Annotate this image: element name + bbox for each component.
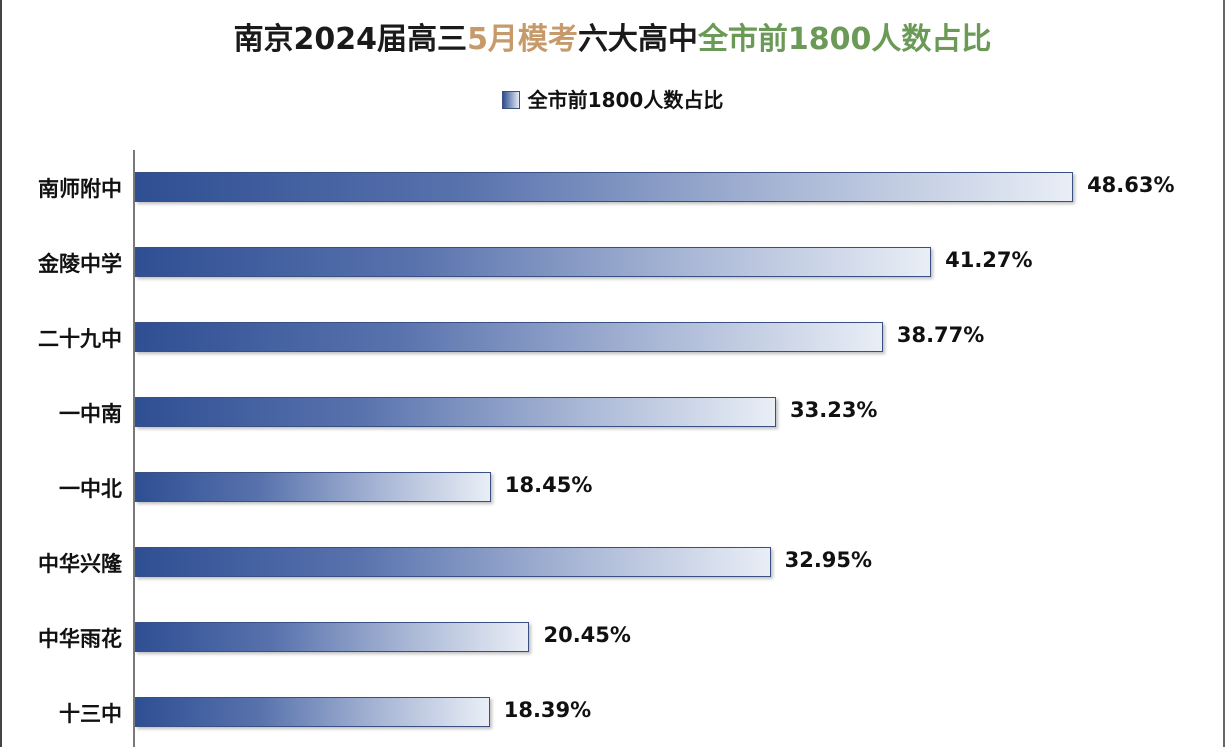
bar xyxy=(135,397,776,427)
category-label: 二十九中 xyxy=(38,327,122,351)
legend-label: 全市前1800人数占比 xyxy=(527,88,724,112)
left-frame-border xyxy=(0,0,2,747)
category-label: 中华雨花 xyxy=(38,627,122,651)
data-label: 48.63% xyxy=(1087,173,1175,197)
data-label: 41.27% xyxy=(945,248,1033,272)
category-label: 一中北 xyxy=(59,477,122,501)
title-segment-3: 六大高中 xyxy=(577,22,698,57)
category-label: 十三中 xyxy=(59,702,122,726)
chart-title: 南京2024届高三5月模考六大高中全市前1800人数占比 xyxy=(0,14,1225,58)
title-segment-4: 全市前1800人数占比 xyxy=(697,22,992,57)
title-segment-2: 5月模考 xyxy=(467,22,578,57)
data-label: 32.95% xyxy=(784,548,873,572)
data-label: 20.45% xyxy=(543,623,631,647)
data-label: 38.77% xyxy=(896,323,985,347)
category-label: 金陵中学 xyxy=(38,252,122,276)
category-label: 一中南 xyxy=(59,402,122,426)
bar xyxy=(135,172,1074,202)
chart-legend: 全市前1800人数占比 xyxy=(0,84,1225,113)
data-label: 33.23% xyxy=(790,398,878,422)
data-label: 18.45% xyxy=(504,473,593,497)
bar xyxy=(135,247,932,277)
category-label: 中华兴隆 xyxy=(38,552,122,576)
right-frame-border xyxy=(1223,0,1225,747)
bar xyxy=(135,697,490,727)
category-label: 南师附中 xyxy=(38,177,122,201)
legend-swatch xyxy=(501,91,520,109)
bar xyxy=(135,322,883,352)
bar xyxy=(135,547,771,577)
data-label: 18.39% xyxy=(503,698,592,722)
bar xyxy=(135,622,530,652)
title-segment-1: 南京2024届高三 xyxy=(233,22,468,57)
bar xyxy=(135,472,491,502)
category-axis-line xyxy=(133,150,135,747)
